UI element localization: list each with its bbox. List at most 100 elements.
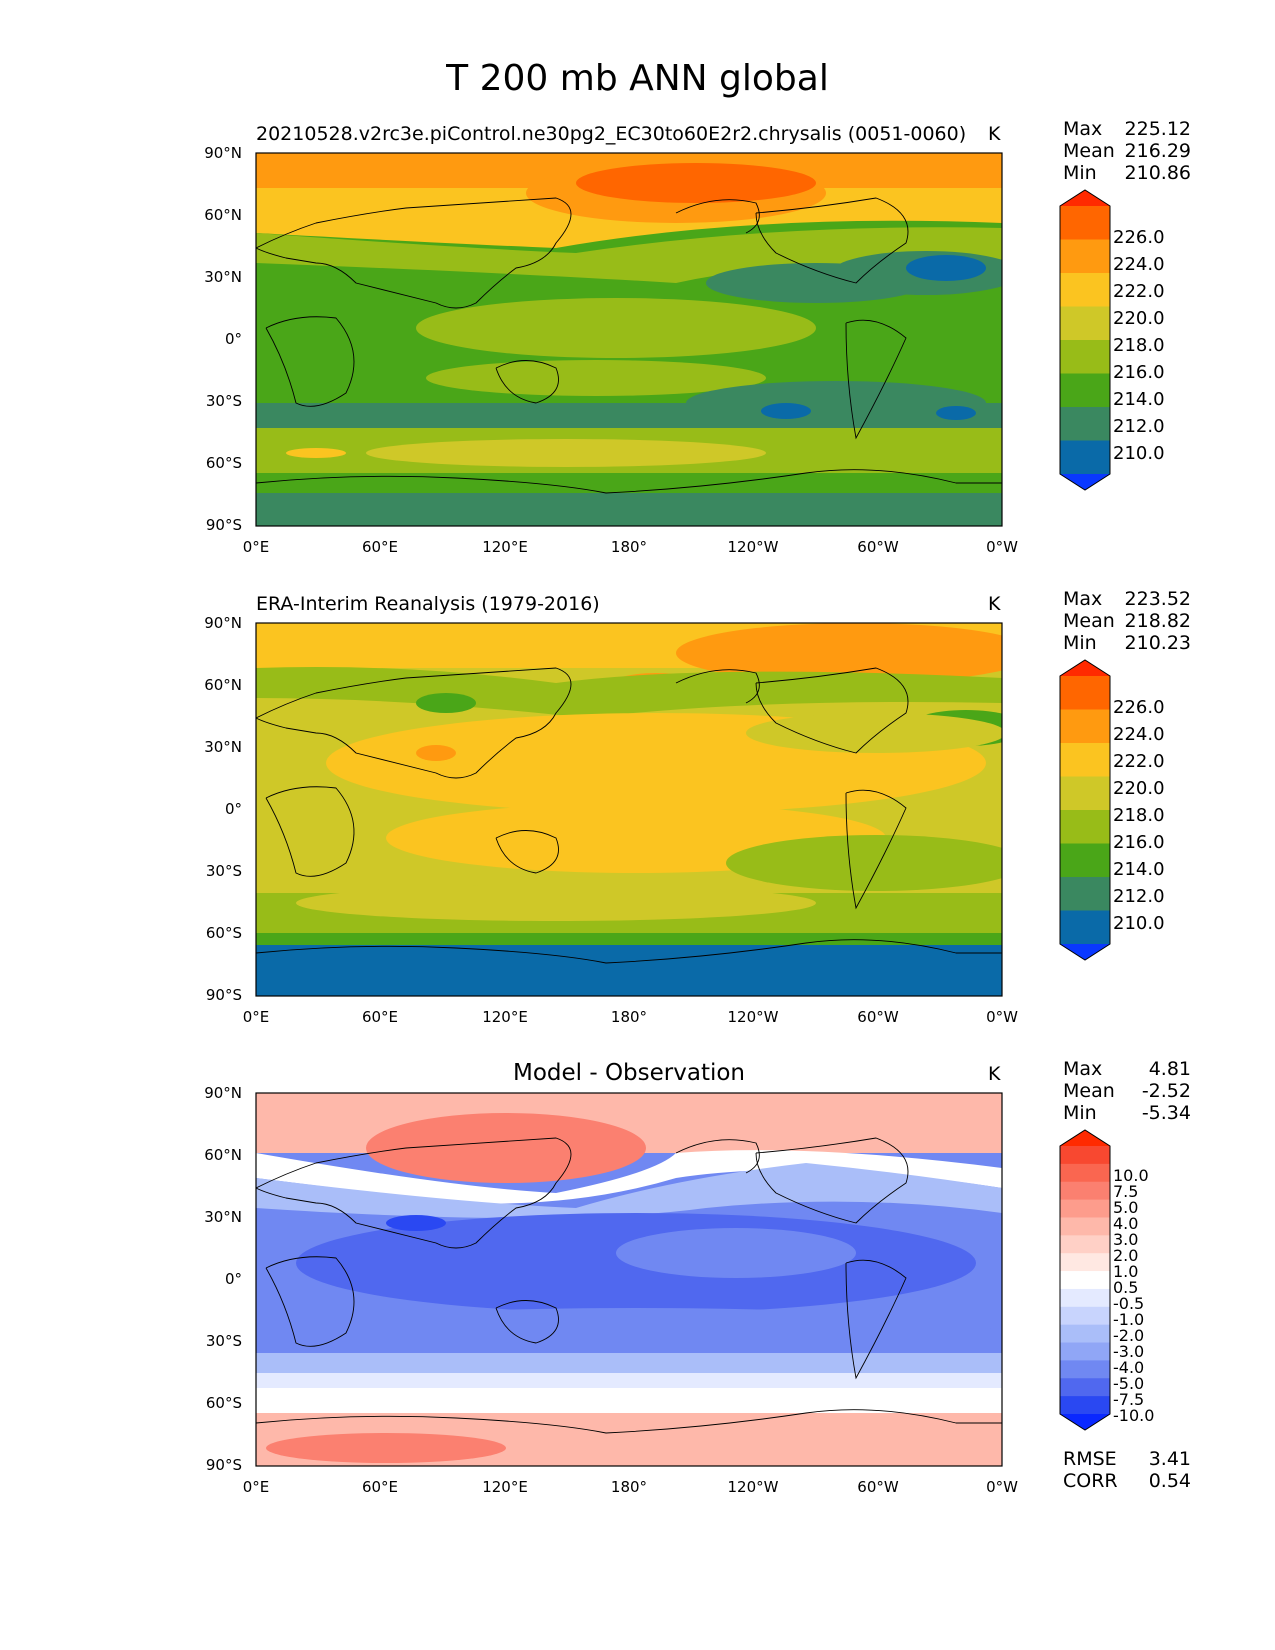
colorbar-segment <box>1060 676 1110 710</box>
lat-label: 60°S <box>205 924 242 942</box>
map-plot <box>255 152 1003 527</box>
colorbar-extend-max <box>1060 1130 1110 1146</box>
colorbar-tick-label: 218.0 <box>1113 335 1165 356</box>
min-value: -5.34 <box>1141 1102 1191 1124</box>
colorbar-segment <box>1060 1146 1110 1165</box>
units-label: K <box>988 123 1001 145</box>
lat-label: 30°S <box>205 392 242 410</box>
colorbar-segment <box>1060 1324 1110 1344</box>
colorbar <box>1059 1129 1111 1431</box>
colorbar-segment <box>1060 910 1110 945</box>
map-plot <box>255 1092 1003 1467</box>
colorbar-tick-label: -3.0 <box>1113 1342 1145 1361</box>
subtropic-cool <box>276 1308 996 1358</box>
colorbar-tick-label: 216.0 <box>1113 832 1165 853</box>
panel-title: 20210528.v2rc3e.piControl.ne30pg2_EC30to… <box>256 123 967 145</box>
colorbar-tick-label: 1.0 <box>1113 1262 1139 1281</box>
colorbar-segment <box>1060 743 1110 777</box>
colorbar-tick-label: 4.0 <box>1113 1214 1139 1233</box>
lat-label: 60°S <box>205 1394 242 1412</box>
lon-label: 120°W <box>727 1008 779 1026</box>
colorbar-tick-label: -7.5 <box>1113 1390 1145 1409</box>
units-label: K <box>988 1063 1001 1085</box>
lon-label: 60°E <box>361 1478 399 1496</box>
colorbar-segment <box>1060 407 1110 441</box>
colorbar-segment <box>1060 709 1110 744</box>
lat-label: 30°S <box>205 1332 242 1350</box>
colorbar-segment <box>1060 776 1110 811</box>
antarctic-cold <box>256 945 1002 996</box>
colorbar-segment <box>1060 1199 1110 1218</box>
mean-value: 218.82 <box>1124 610 1191 632</box>
lon-label: 0°E <box>242 1478 270 1496</box>
colorbar-tick-label: 218.0 <box>1113 805 1165 826</box>
band-light-blue-s <box>256 1353 1002 1373</box>
colorbar-tick-label: -0.5 <box>1113 1294 1145 1313</box>
lat-label: 90°S <box>205 516 242 534</box>
colorbar-segment <box>1060 1181 1110 1201</box>
colorbar <box>1059 659 1111 961</box>
units-label: K <box>988 593 1001 615</box>
lat-label: 60°N <box>204 676 242 694</box>
colorbar-tick-label: 214.0 <box>1113 389 1165 410</box>
mean-value: -2.52 <box>1141 1080 1191 1102</box>
warm-tibet <box>416 745 456 761</box>
max-label: Max <box>1063 588 1103 610</box>
lon-label: 180° <box>610 538 648 556</box>
map-frame <box>255 1092 1003 1467</box>
colorbar-tick-label: 212.0 <box>1113 886 1165 907</box>
colorbar-tick-label: 224.0 <box>1113 724 1165 745</box>
core-na <box>906 255 986 281</box>
lon-label: 60°E <box>361 538 399 556</box>
mid-cool-np <box>746 713 1002 753</box>
lat-label: 60°N <box>204 1146 242 1164</box>
colorbar-tick-label: -10.0 <box>1113 1406 1155 1425</box>
lat-label: 0° <box>224 800 242 818</box>
core-sp <box>761 403 811 419</box>
band-light-blue-n <box>256 1163 1002 1218</box>
colorbar-segment <box>1060 1235 1110 1254</box>
colorbar-extend-max <box>1060 190 1110 206</box>
colorbar-extend-min <box>1060 944 1110 960</box>
max-value: 4.81 <box>1148 1058 1191 1080</box>
lat-label: 90°S <box>205 1456 242 1474</box>
colorbar-tick-label: -5.0 <box>1113 1374 1145 1393</box>
figure-title: T 200 mb ANN global <box>446 58 829 99</box>
tropical-warm <box>416 298 816 358</box>
colorbar-tick-label: 210.0 <box>1113 443 1165 464</box>
lon-label: 0°W <box>986 1008 1018 1026</box>
corr-label: CORR <box>1063 1470 1118 1492</box>
lon-label: 0°E <box>242 1008 270 1026</box>
lon-label: 0°W <box>986 1478 1018 1496</box>
rmse-value: 3.41 <box>1148 1448 1191 1470</box>
min-value: 210.86 <box>1124 162 1191 184</box>
lat-label: 90°N <box>204 1084 242 1102</box>
colorbar-outline <box>1059 659 1111 961</box>
lon-label: 120°W <box>727 1478 779 1496</box>
mean-value: 216.29 <box>1124 140 1191 162</box>
lon-label: 180° <box>610 1478 648 1496</box>
colorbar-segment <box>1060 1396 1110 1415</box>
colorbar-segment <box>1060 1271 1110 1290</box>
cold-spot-asia <box>416 693 476 713</box>
lon-label: 120°W <box>727 538 779 556</box>
colorbar-segment <box>1060 1360 1110 1379</box>
colorbar-segment <box>1060 1342 1110 1361</box>
tropical-mid <box>616 1228 856 1278</box>
colorbar-tick-label: 212.0 <box>1113 416 1165 437</box>
panel-reference: ERA-Interim Reanalysis (1979-2016) K Max… <box>0 588 1275 1060</box>
lon-label: 60°E <box>361 1008 399 1026</box>
colorbar-segment <box>1060 1288 1110 1308</box>
warm-antarctic <box>266 1433 506 1463</box>
colorbar-tick-label: 2.0 <box>1113 1246 1139 1265</box>
lat-label: 0° <box>224 330 242 348</box>
band-midlat <box>256 227 1002 283</box>
lon-label: 60°W <box>857 1008 899 1026</box>
colorbar <box>1059 189 1111 491</box>
rmse-label: RMSE <box>1063 1448 1117 1470</box>
stats-box: Max 225.12 Mean 216.29 Min 210.86 <box>1063 118 1191 184</box>
lat-label: 90°N <box>204 144 242 162</box>
colorbar-segment <box>1060 1306 1110 1326</box>
colorbar-segment <box>1060 1217 1110 1236</box>
band-faint-blue-s <box>256 1373 1002 1388</box>
